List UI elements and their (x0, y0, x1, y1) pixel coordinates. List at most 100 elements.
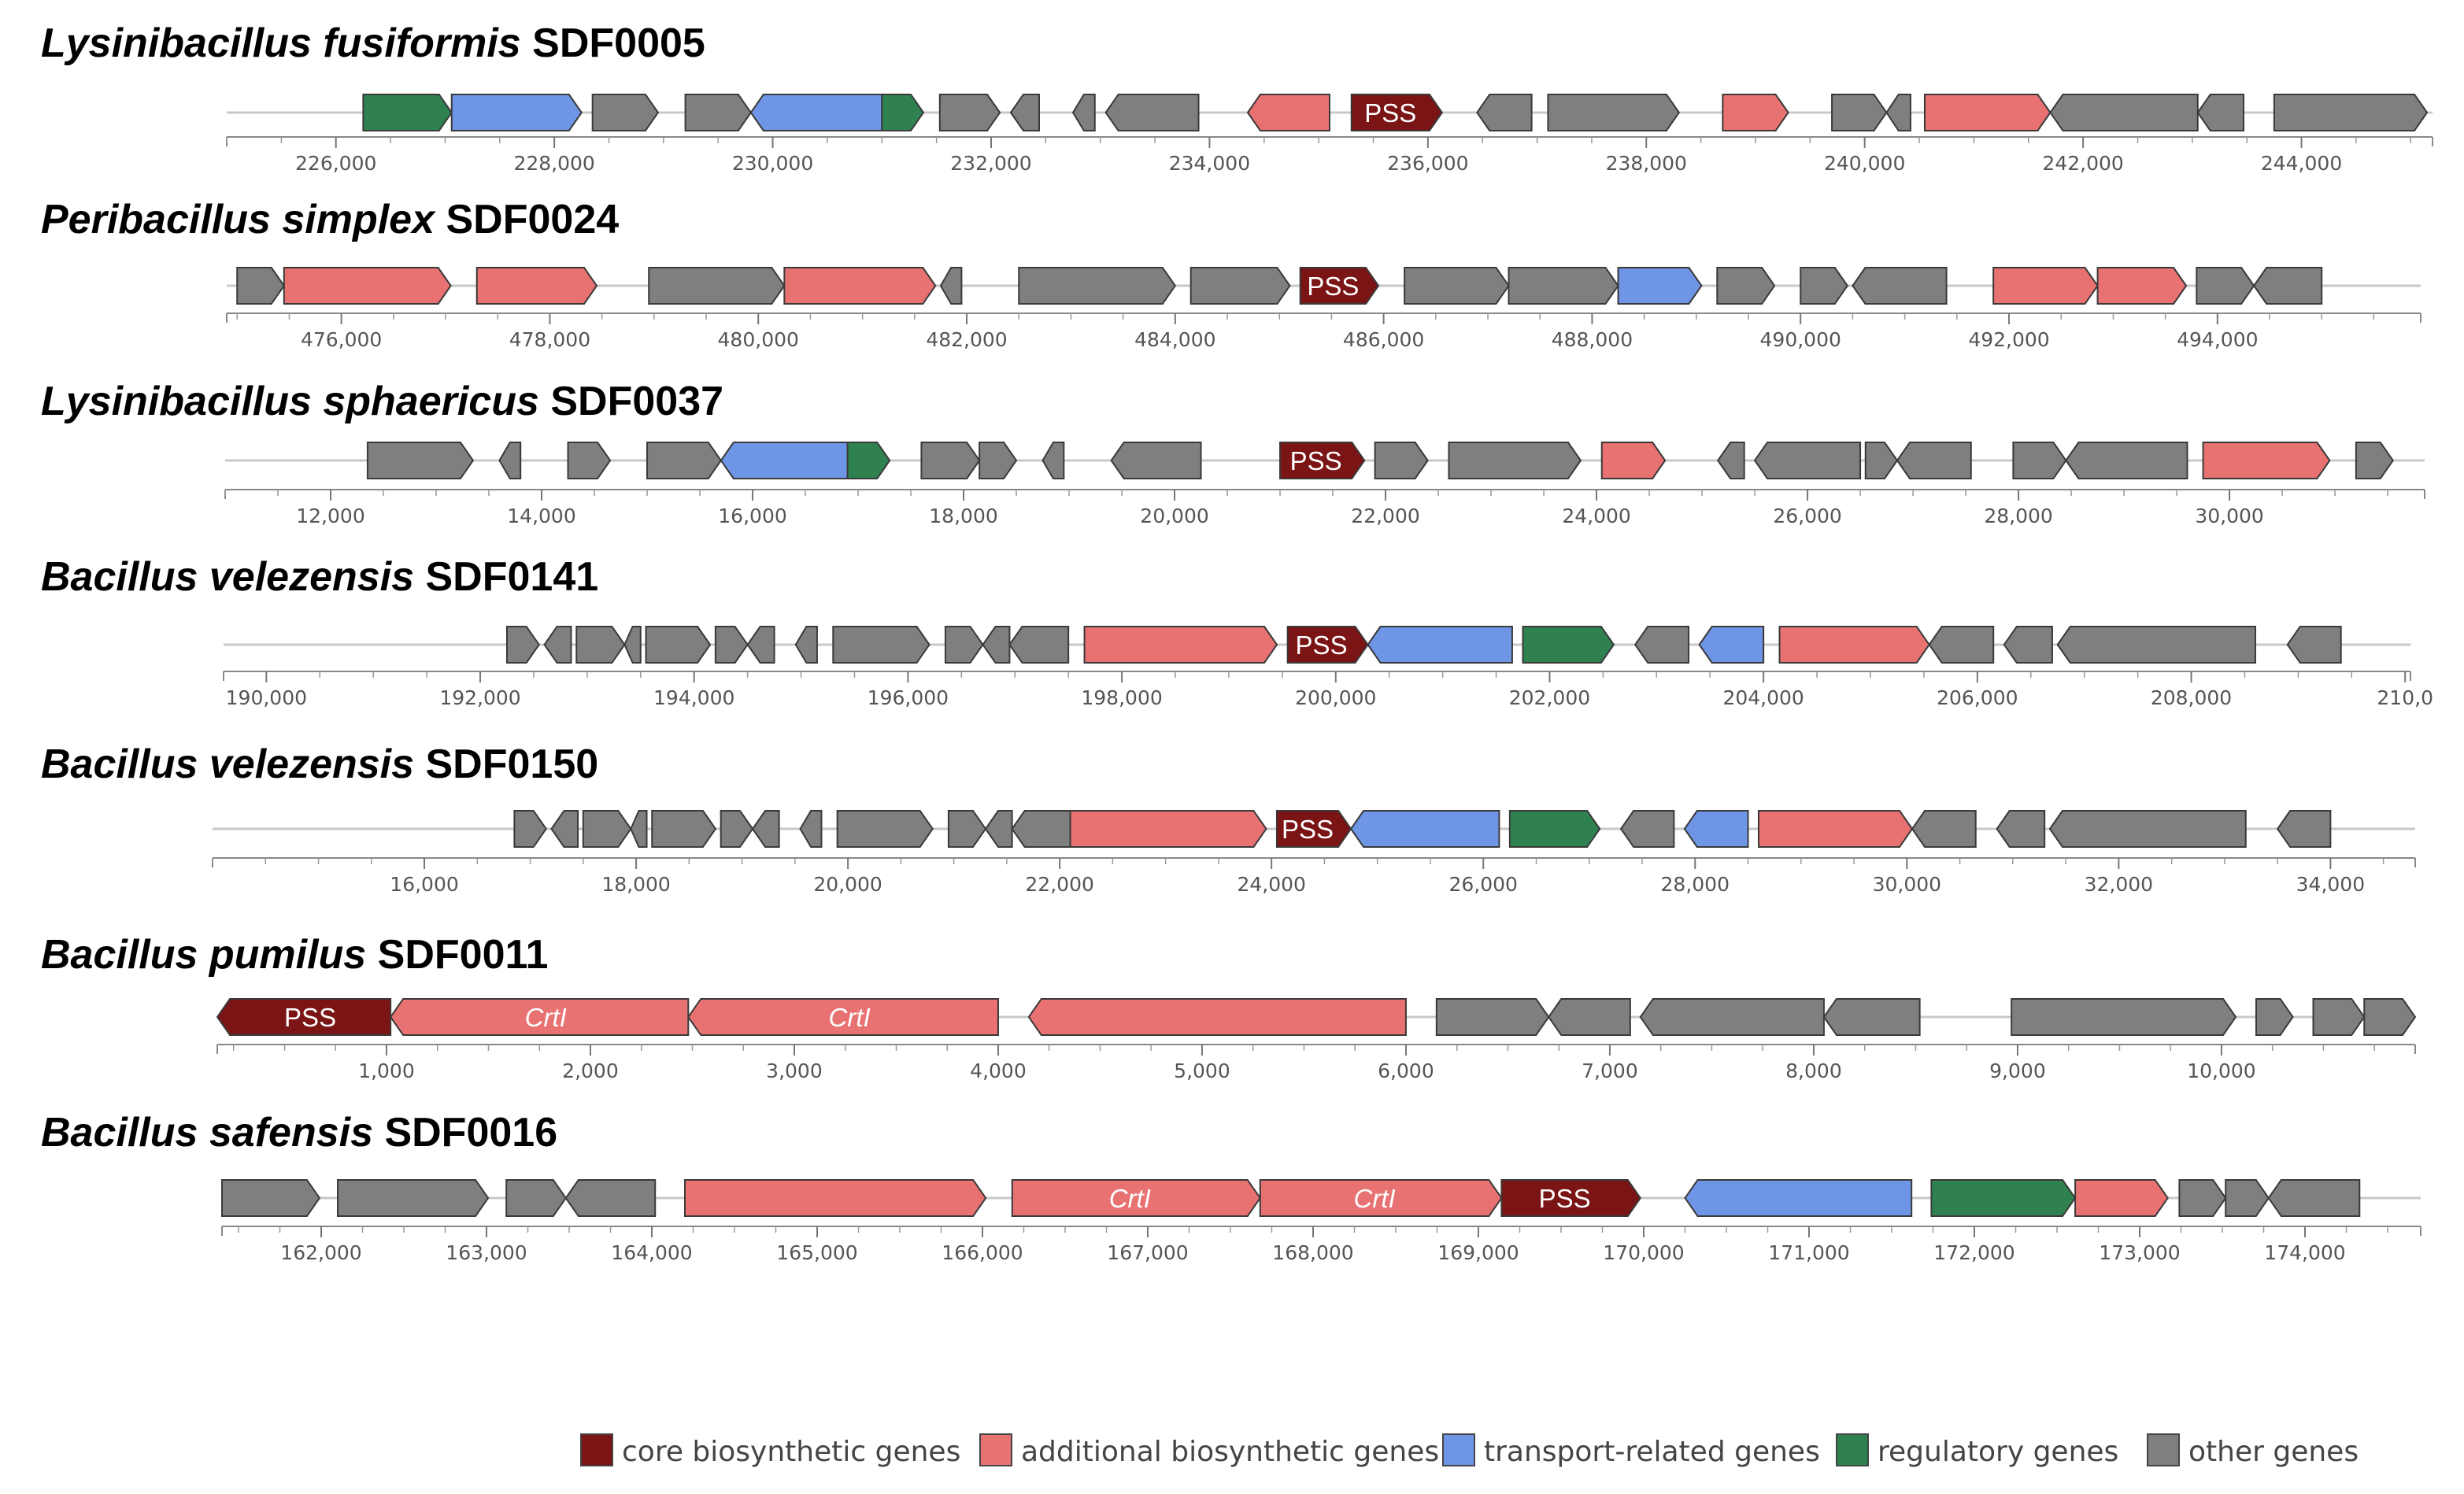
gene-transport (1684, 1179, 1913, 1217)
gene-other (984, 810, 1013, 848)
gene-other (799, 810, 823, 848)
tick-label: 206,000 (1937, 686, 2018, 709)
region-title: Lysinibacillus sphaericus SDF0037 (41, 379, 723, 424)
gene-other (836, 810, 934, 848)
tick-label: 202,000 (1509, 686, 1590, 709)
gene-other (646, 442, 723, 479)
gene-other (2286, 626, 2342, 664)
gene-additional (2096, 267, 2188, 305)
tick-label: 22,000 (1351, 505, 1419, 527)
gene-other (1547, 94, 1681, 131)
gene-other (2065, 442, 2188, 479)
tick-label: 486,000 (1343, 328, 1424, 351)
gene-other (938, 94, 1001, 131)
tick-label: 171,000 (1768, 1241, 1849, 1264)
tick-label: 166,000 (942, 1241, 1023, 1264)
gene-transport (450, 94, 583, 131)
tick-label: 167,000 (1107, 1241, 1188, 1264)
gene-other (366, 442, 475, 479)
species-name: Bacillus pumilus (41, 932, 366, 978)
tick-label: 8,000 (1785, 1059, 1842, 1082)
gene-transport (720, 442, 849, 479)
tick-label: 234,000 (1169, 152, 1250, 175)
gene-other (1110, 442, 1202, 479)
gene-additional (687, 998, 999, 1036)
species-name: Peribacillus simplex (41, 197, 436, 242)
gene-label: PSS (1290, 446, 1342, 475)
gene-label: CrtI (829, 1003, 871, 1032)
gene-label: CrtI (1109, 1184, 1151, 1213)
gene-other (751, 810, 780, 848)
gene-transport (1617, 267, 1703, 305)
legend-swatch (979, 1433, 1012, 1466)
tick-label: 28,000 (1661, 873, 1730, 896)
gene-other (543, 626, 572, 664)
gene-label: PSS (1539, 1184, 1591, 1213)
legend-item-regulatory: regulatory genes (1836, 1433, 2118, 1468)
gene-other (2273, 94, 2429, 131)
tick-label: 30,000 (2195, 505, 2263, 527)
gene-core (1279, 442, 1366, 479)
gene-other (505, 626, 540, 664)
tick-label: 244,000 (2261, 152, 2342, 175)
tick-label: 5,000 (1174, 1059, 1230, 1082)
tick-label: 168,000 (1272, 1241, 1353, 1264)
tick-label: 226,000 (295, 152, 376, 175)
legend-item-other: other genes (2147, 1433, 2359, 1468)
legend-label: transport-related genes (1484, 1436, 1820, 1468)
gene-other (1374, 442, 1429, 479)
legend-swatch (2147, 1433, 2180, 1466)
region-title: Lysinibacillus fusiformis SDF0005 (41, 20, 705, 66)
gene-additional (2074, 1179, 2169, 1217)
gene-additional (1992, 267, 2099, 305)
gene-other (221, 1179, 321, 1217)
tick-label: 164,000 (611, 1241, 692, 1264)
gene-other (505, 1179, 568, 1217)
tick-label: 200,000 (1295, 686, 1376, 709)
strain-id: SDF0141 (414, 554, 598, 600)
gene-other (832, 626, 930, 664)
gene-other (1104, 94, 1200, 131)
gene-additional (2202, 442, 2331, 479)
gene-other (2011, 998, 2237, 1036)
tick-label: 490,000 (1760, 328, 1841, 351)
tick-label: 208,000 (2151, 686, 2232, 709)
legend-label: other genes (2188, 1436, 2359, 1468)
gene-other (2056, 626, 2257, 664)
tick-label: 232,000 (950, 152, 1031, 175)
tick-label: 7,000 (1582, 1059, 1638, 1082)
tick-label: 34,000 (2296, 873, 2365, 896)
gene-label: PSS (1282, 815, 1334, 844)
gene-core (1299, 267, 1380, 305)
legend-item-additional: additional biosynthetic genes (979, 1433, 1439, 1468)
tick-label: 18,000 (929, 505, 997, 527)
gene-additional (1722, 94, 1789, 131)
gene-other (623, 626, 642, 664)
strain-id: SDF0016 (373, 1110, 557, 1156)
gene-additional (1259, 1179, 1503, 1217)
gene-other (944, 626, 984, 664)
gene-transport (749, 94, 883, 131)
tick-label: 2,000 (562, 1059, 619, 1082)
tick-label: 162,000 (280, 1241, 361, 1264)
gene-other (1619, 810, 1675, 848)
cluster-region: Lysinibacillus sphaericus SDF0037 12,000 1… (41, 379, 2425, 527)
strain-id: SDF0150 (414, 741, 598, 787)
gene-additional (1778, 626, 1930, 664)
strain-id: SDF0011 (366, 932, 548, 978)
gene-transport (1367, 626, 1513, 664)
tick-label: 198,000 (1081, 686, 1162, 709)
gene-additional (1600, 442, 1667, 479)
tick-label: 28,000 (1984, 505, 2052, 527)
gene-other (1928, 626, 1995, 664)
gene-other (982, 626, 1011, 664)
gene-other (648, 267, 786, 305)
gene-additional (1069, 810, 1267, 848)
gene-other (2196, 267, 2255, 305)
gene-other (1716, 442, 1745, 479)
gene-other (1864, 442, 1899, 479)
tick-label: 22,000 (1025, 873, 1093, 896)
legend: core biosynthetic genes additional biosyn… (580, 1433, 2359, 1468)
region-title: Peribacillus simplex SDF0024 (41, 197, 619, 242)
gene-other (645, 626, 712, 664)
